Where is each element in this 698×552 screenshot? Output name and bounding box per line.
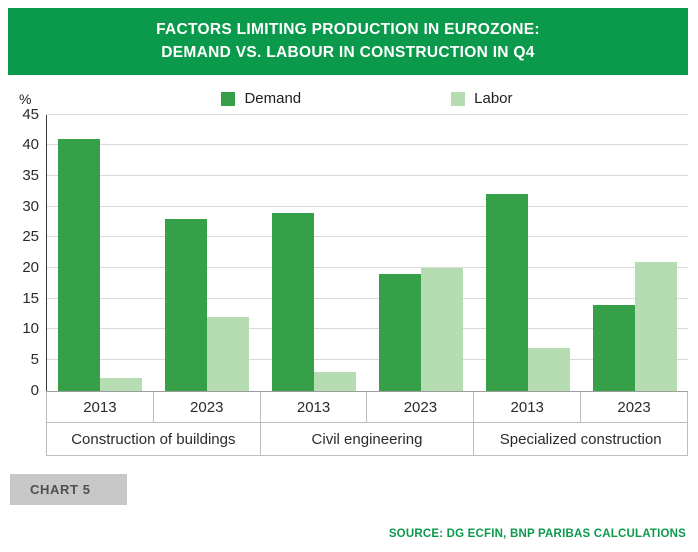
bar-group-6: [581, 115, 688, 391]
y-axis-unit-label: %: [19, 90, 32, 107]
x-tick-year-2: 2023: [152, 391, 260, 422]
bar-chart: Demand Labor % 0 5 10 15 20 25 30 35 40 45 2013 202…: [8, 87, 688, 456]
x-tick-year-1: 2013: [83, 398, 117, 416]
gridline-35: [47, 174, 688, 176]
legend-swatch-labor: [451, 91, 466, 106]
bar-demand-5: [485, 194, 528, 391]
gridline-40: [47, 144, 688, 146]
x-axis-group-row: Construction of buildings Civil engineeri…: [47, 421, 687, 455]
bar-demand-2: [165, 218, 208, 391]
x-axis-table: 2013 2023 2013 2023 2013 2023 Construction of…: [46, 390, 688, 456]
y-tick-label-15: 15: [22, 289, 39, 307]
bar-group-1: [47, 115, 154, 391]
chart-number-badge: CHART 5: [10, 473, 127, 505]
gridline-25: [47, 236, 688, 238]
y-tick-label-25: 25: [22, 228, 39, 246]
bar-demand-4: [378, 273, 421, 391]
x-tick-year-3: 2013: [259, 391, 367, 422]
gridline-15: [47, 297, 688, 299]
gridline-10: [47, 328, 688, 330]
bar-group-4: [367, 115, 474, 391]
x-tick-year-4: 2023: [366, 391, 473, 422]
y-tick-label-5: 5: [30, 350, 39, 368]
y-tick-label-20: 20: [22, 258, 39, 276]
bar-group-2: [154, 115, 261, 391]
y-tick-label-35: 35: [22, 166, 39, 184]
chart-title-line1: FACTORS LIMITING PRODUCTION IN EUROZONE:: [156, 21, 540, 38]
legend-label-labor: Labor: [474, 90, 513, 107]
gridline-20: [47, 266, 688, 268]
group-label-civil-engineering: Civil engineering: [259, 422, 474, 455]
legend-item-demand: Demand: [221, 90, 301, 107]
x-tick-year-6: 2023: [580, 391, 687, 422]
chart-title-line2: DEMAND VS. LABOUR IN CONSTRUCTION IN Q4: [161, 44, 535, 62]
bar-demand-3: [272, 212, 315, 391]
y-tick-label-30: 30: [22, 197, 39, 215]
plot-area: % 0 5 10 15 20 25 30 35 40 45: [19, 91, 688, 398]
group-label-construction-of-buildings: Construction of buildings: [71, 430, 236, 448]
bar-labor-2: [207, 316, 250, 391]
y-tick-label-45: 45: [22, 105, 39, 123]
chart-title-banner: FACTORS LIMITING PRODUCTION IN EUROZONE:…: [8, 8, 688, 75]
legend-swatch-demand: [221, 91, 236, 106]
bar-labor-6: [634, 261, 677, 391]
chart-legend: Demand Labor: [46, 87, 688, 111]
bar-labor-5: [527, 347, 570, 391]
bar-labor-3: [314, 372, 357, 391]
gridline-30: [47, 205, 688, 207]
bar-labor-4: [420, 267, 463, 391]
bar-group-3: [261, 115, 368, 391]
gridline-45: [47, 113, 688, 115]
bar-labor-1: [100, 378, 143, 391]
legend-item-labor: Labor: [451, 90, 513, 107]
bar-demand-6: [592, 304, 635, 391]
y-tick-label-10: 10: [22, 320, 39, 338]
bars-layer: [47, 115, 688, 391]
bar-group-5: [474, 115, 581, 391]
legend-label-demand: Demand: [244, 90, 302, 107]
bar-demand-1: [58, 139, 101, 391]
y-tick-label-40: 40: [22, 136, 39, 154]
source-text: SOURCE: DG ECFIN, BNP PARIBAS CALCULATIO…: [388, 528, 686, 540]
x-tick-year-5: 2013: [473, 391, 580, 422]
y-tick-label-0: 0: [30, 381, 39, 399]
x-axis-year-row: 2013 2023 2013 2023 2013 2023: [47, 391, 687, 422]
gridline-5: [47, 358, 688, 360]
group-label-specialized-construction: Specialized construction: [473, 422, 687, 455]
